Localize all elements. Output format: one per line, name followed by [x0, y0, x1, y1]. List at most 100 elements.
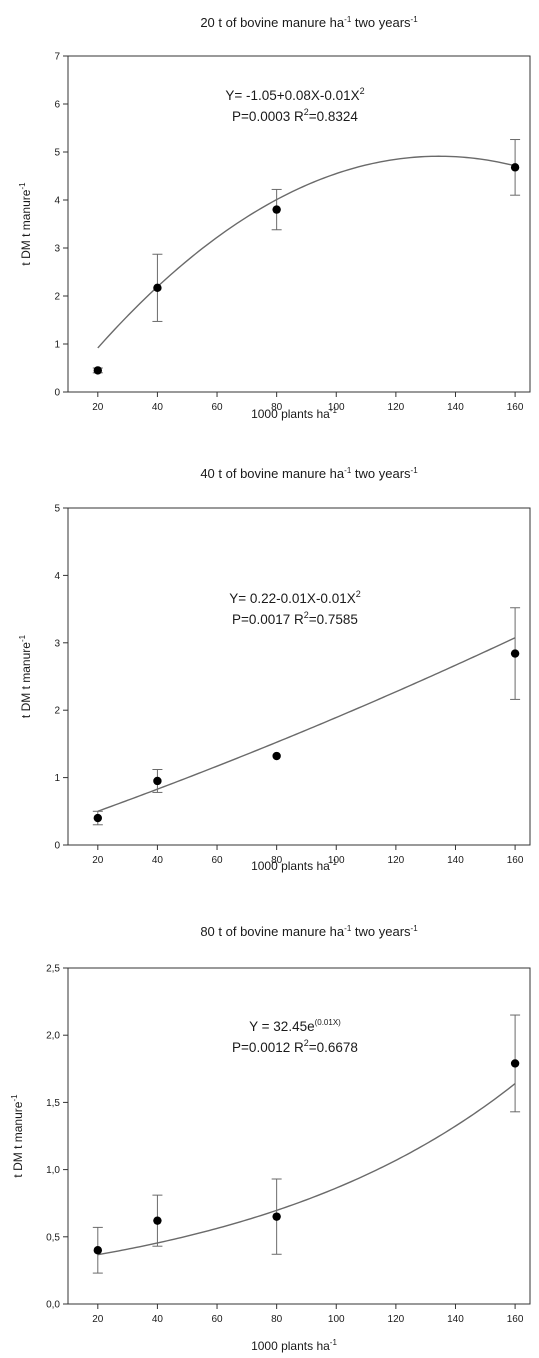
equation-text: Y = 32.45e [249, 1019, 314, 1034]
x-tick-label: 140 [447, 402, 464, 413]
equation-text: Y= 0.22-0.01X-0.01X [229, 591, 355, 606]
y-tick-label: 4 [54, 571, 60, 582]
x-tick-label: 40 [152, 402, 164, 413]
y-axis-title-text: t DM t manure [11, 1101, 25, 1177]
equation-line-1: Y= 0.22-0.01X-0.01X2 [229, 589, 360, 606]
data-point [272, 205, 281, 214]
x-axis-title-text: 1000 plants ha [251, 859, 330, 873]
x-axis-title-superscript: -1 [330, 1338, 338, 1347]
plot-frame [67, 967, 531, 1305]
chart-title-text: two years [351, 466, 411, 481]
chart-title-superscript: -1 [344, 924, 352, 933]
x-axis-title: 1000 plants ha-1 [251, 406, 337, 421]
x-tick-label: 160 [507, 855, 524, 866]
y-tick-label: 1 [54, 773, 60, 784]
y-tick-label: 2,0 [46, 1031, 60, 1042]
x-axis-title: 1000 plants ha-1 [251, 1338, 337, 1353]
equation-superscript: 2 [304, 610, 309, 620]
chart-panel-3: 80 t of bovine manure ha-1 two years-120… [10, 924, 531, 1353]
chart-title: 80 t of bovine manure ha-1 two years-1 [200, 924, 418, 939]
data-point [510, 1059, 520, 1068]
data-point [153, 1216, 162, 1225]
equation-text: P=0.0003 R [232, 109, 304, 124]
equation-line-2: P=0.0003 R2=0.8324 [232, 107, 358, 124]
equation-line-2: P=0.0012 R2=0.6678 [232, 1038, 358, 1055]
data-point [272, 1212, 281, 1221]
y-tick-label: 4 [54, 196, 60, 207]
chart-panel-1: 20 t of bovine manure ha-1 two years-120… [18, 15, 531, 421]
x-tick-label: 20 [92, 855, 104, 866]
equation-line-1: Y= -1.05+0.08X-0.01X2 [225, 86, 364, 103]
y-axis-title-superscript: -1 [10, 1094, 19, 1102]
y-axis-title: t DM t manure-1 [10, 1094, 25, 1178]
fit-curve [97, 1083, 516, 1256]
equation-text: P=0.0017 R [232, 612, 304, 627]
equation-text: P=0.0012 R [232, 1040, 304, 1055]
y-axis-title: t DM t manure-1 [18, 182, 33, 266]
y-tick-label: 5 [54, 504, 60, 515]
y-axis-title-text: t DM t manure [19, 189, 33, 265]
x-axis-title-text: 1000 plants ha [251, 407, 330, 421]
y-tick-label: 1 [54, 340, 60, 351]
y-tick-label: 2 [54, 292, 60, 303]
chart-title: 40 t of bovine manure ha-1 two years-1 [200, 466, 418, 481]
y-axis-title-text: t DM t manure [19, 642, 33, 718]
x-tick-label: 160 [507, 1314, 524, 1325]
y-tick-label: 1,0 [46, 1165, 60, 1176]
chart-title: 20 t of bovine manure ha-1 two years-1 [200, 15, 418, 30]
y-axis-title-superscript: -1 [18, 182, 27, 190]
chart-title-text: two years [351, 924, 411, 939]
y-tick-label: 1,5 [46, 1098, 60, 1109]
y-tick-label: 2,5 [46, 964, 60, 975]
chart-title-superscript: -1 [411, 924, 419, 933]
equation-superscript: 2 [304, 1038, 309, 1048]
x-tick-label: 60 [211, 402, 223, 413]
fit-curve [97, 637, 516, 812]
data-point [153, 283, 162, 293]
x-tick-label: 20 [92, 402, 104, 413]
equation-superscript: 2 [304, 107, 309, 117]
equation-text: =0.7585 [309, 612, 358, 627]
chart-title-superscript: -1 [344, 466, 352, 475]
chart-panel-2: 40 t of bovine manure ha-1 two years-1 20… [18, 466, 531, 873]
x-tick-label: 100 [328, 402, 345, 413]
y-tick-label: 0 [54, 388, 60, 399]
x-tick-label: 60 [211, 1314, 223, 1325]
x-tick-label: 80 [271, 1314, 283, 1325]
y-tick-label: 6 [54, 100, 60, 111]
y-axis-title: t DM t manure-1 [18, 634, 33, 718]
x-tick-label: 60 [211, 855, 223, 866]
y-tick-label: 0,5 [46, 1232, 60, 1243]
x-tick-label: 140 [447, 1314, 464, 1325]
y-axis-title-superscript: -1 [18, 634, 27, 642]
fit-curve [97, 155, 516, 349]
x-tick-label: 40 [152, 855, 164, 866]
equation-superscript: (0.01X) [315, 1018, 342, 1027]
x-axis-title-superscript: -1 [330, 858, 338, 867]
equation-superscript: 2 [356, 589, 361, 599]
plot-frame [67, 507, 531, 846]
x-tick-label: 120 [388, 1314, 405, 1325]
data-point [93, 366, 103, 375]
data-point [510, 163, 520, 172]
y-tick-label: 5 [54, 148, 60, 159]
x-tick-label: 20 [92, 1314, 104, 1325]
x-tick-label: 80 [271, 402, 283, 413]
y-tick-label: 2 [54, 706, 60, 717]
plot-frame [67, 55, 531, 393]
x-axis-title: 1000 plants ha-1 [251, 858, 337, 873]
equation-text: =0.6678 [309, 1040, 358, 1055]
x-tick-label: 80 [271, 855, 283, 866]
y-tick-label: 7 [54, 52, 60, 63]
chart-title-text: 80 t of bovine manure ha [200, 924, 345, 939]
chart-title-text: 20 t of bovine manure ha [200, 15, 345, 30]
x-tick-label: 100 [328, 855, 345, 866]
x-tick-label: 120 [388, 855, 405, 866]
data-point [510, 649, 520, 658]
y-tick-label: 3 [54, 244, 60, 255]
x-axis-title-text: 1000 plants ha [251, 1339, 330, 1353]
chart-title-superscript: -1 [411, 466, 419, 475]
chart-title-superscript: -1 [411, 15, 419, 24]
chart-title-text: two years [351, 15, 411, 30]
